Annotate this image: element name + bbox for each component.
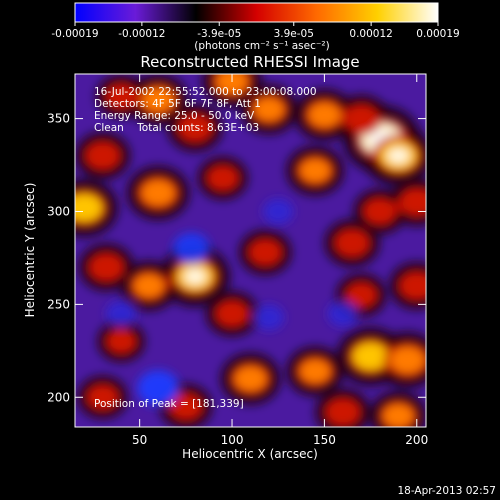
annotation-detectors: Detectors: 4F 5F 6F 7F 8F, Att 1: [94, 98, 261, 110]
annotation-energy-range: Energy Range: 25.0 - 50.0 keV: [94, 110, 255, 122]
x-tick-label: 50: [132, 433, 147, 447]
heatmap-blob-core: [209, 167, 237, 189]
heatmap-blob-core: [87, 144, 118, 168]
heatmap-blob-core: [89, 386, 117, 408]
axis-ticks: 50 100 150 200 200 250 300 350: [47, 74, 428, 447]
heatmap-blob-core: [402, 190, 426, 214]
heatmap-blob-core: [91, 255, 122, 279]
x-tick-label: 150: [313, 433, 336, 447]
heatmap-blob-core: [347, 284, 375, 306]
y-tick-label: 200: [47, 390, 70, 404]
x-tick-label: 200: [405, 433, 428, 447]
colorbar-tick-label: 0.00012: [349, 28, 392, 40]
colorbar-tick-label: -0.00019: [51, 28, 98, 40]
colorbar-unit-label: (photons cm⁻² s⁻¹ asec⁻²): [194, 40, 329, 52]
colorbar: -0.00019 -0.00012 -3.9e-05 3.9e-05 0.00012 0.…: [51, 2, 460, 52]
heatmap-blob-core: [299, 158, 331, 183]
colorbar-gradient: [75, 3, 438, 22]
plot-area: 50 100 150 200 200 250 300 350 16-Jul-2002 22:5…: [47, 73, 428, 447]
heatmap-blob-negative: [106, 300, 137, 327]
x-tick-label: 100: [221, 433, 244, 447]
heatmap-blob-core: [141, 179, 175, 206]
heatmap-blob-core: [171, 395, 200, 418]
heatmap-blob-core: [142, 87, 175, 113]
peak-position-label: Position of Peak = [181,339]: [94, 398, 244, 410]
heatmap-blob-core: [337, 231, 367, 255]
heatmap-blob-core: [217, 302, 247, 325]
colorbar-tick-label: -0.00012: [118, 28, 165, 40]
heatmap-blob-peak: [184, 268, 206, 285]
x-axis-label: Heliocentric X (arcsec): [182, 447, 318, 461]
heatmap-blob-negative: [172, 232, 210, 265]
annotation-clean-counts: Clean Total counts: 8.63E+03: [94, 122, 259, 134]
annotation-block: 16-Jul-2002 22:55:52.000 to 23:00:08.000…: [94, 86, 317, 134]
heatmap-blob-negative: [137, 370, 180, 406]
heatmap-core-layer: [75, 74, 426, 427]
heatmap-blob-core: [215, 74, 249, 94]
heatmap-blob-core: [253, 97, 285, 122]
heatmap-blob-core: [308, 102, 341, 128]
heatmap-blob-peak: [387, 148, 409, 164]
y-axis-label: Heliocentric Y (arcsec): [23, 183, 37, 318]
chart-title: Reconstructed RHESSI Image: [140, 53, 359, 71]
annotation-time-range: 16-Jul-2002 22:55:52.000 to 23:00:08.000: [94, 86, 317, 98]
heatmap-blob-core: [346, 107, 377, 131]
heatmap-blob-negative: [263, 198, 294, 225]
colorbar-ticks: -0.00019 -0.00012 -3.9e-05 3.9e-05 0.00012 0.…: [51, 22, 460, 40]
heatmap-blob-core: [390, 346, 425, 374]
heatmap-blob-core: [234, 366, 267, 392]
heatmap-blob-core: [133, 273, 165, 298]
y-tick-label: 350: [47, 112, 70, 126]
heatmap-blob-negative: [253, 304, 285, 331]
heatmap-blob-core: [402, 274, 426, 298]
heatmap-blob-core: [107, 85, 135, 107]
heatmap-blob-core: [299, 359, 331, 384]
heatmap-blob-negative: [327, 300, 358, 327]
colorbar-tick-label: 0.00019: [416, 28, 459, 40]
colorbar-tick-label: 3.9e-05: [274, 28, 314, 40]
heatmap-blob-core: [352, 342, 389, 371]
heatmap-blob-core: [382, 403, 414, 427]
heatmap-blob-core: [108, 331, 134, 352]
heatmap-blob-core: [75, 193, 103, 222]
heatmap-blob-core: [365, 200, 394, 223]
heatmap-blob-core: [251, 241, 280, 264]
heatmap-image: [75, 74, 426, 427]
heatmap-blob-core: [328, 400, 358, 424]
y-tick-label: 250: [47, 297, 70, 311]
heatmap-blob-core: [180, 116, 210, 140]
plot-frame: [74, 73, 427, 428]
footer-timestamp: 18-Apr-2013 02:57: [397, 485, 496, 497]
colorbar-tick-label: -3.9e-05: [197, 28, 241, 40]
y-tick-label: 300: [47, 204, 70, 218]
colorbar-frame: [74, 2, 439, 23]
